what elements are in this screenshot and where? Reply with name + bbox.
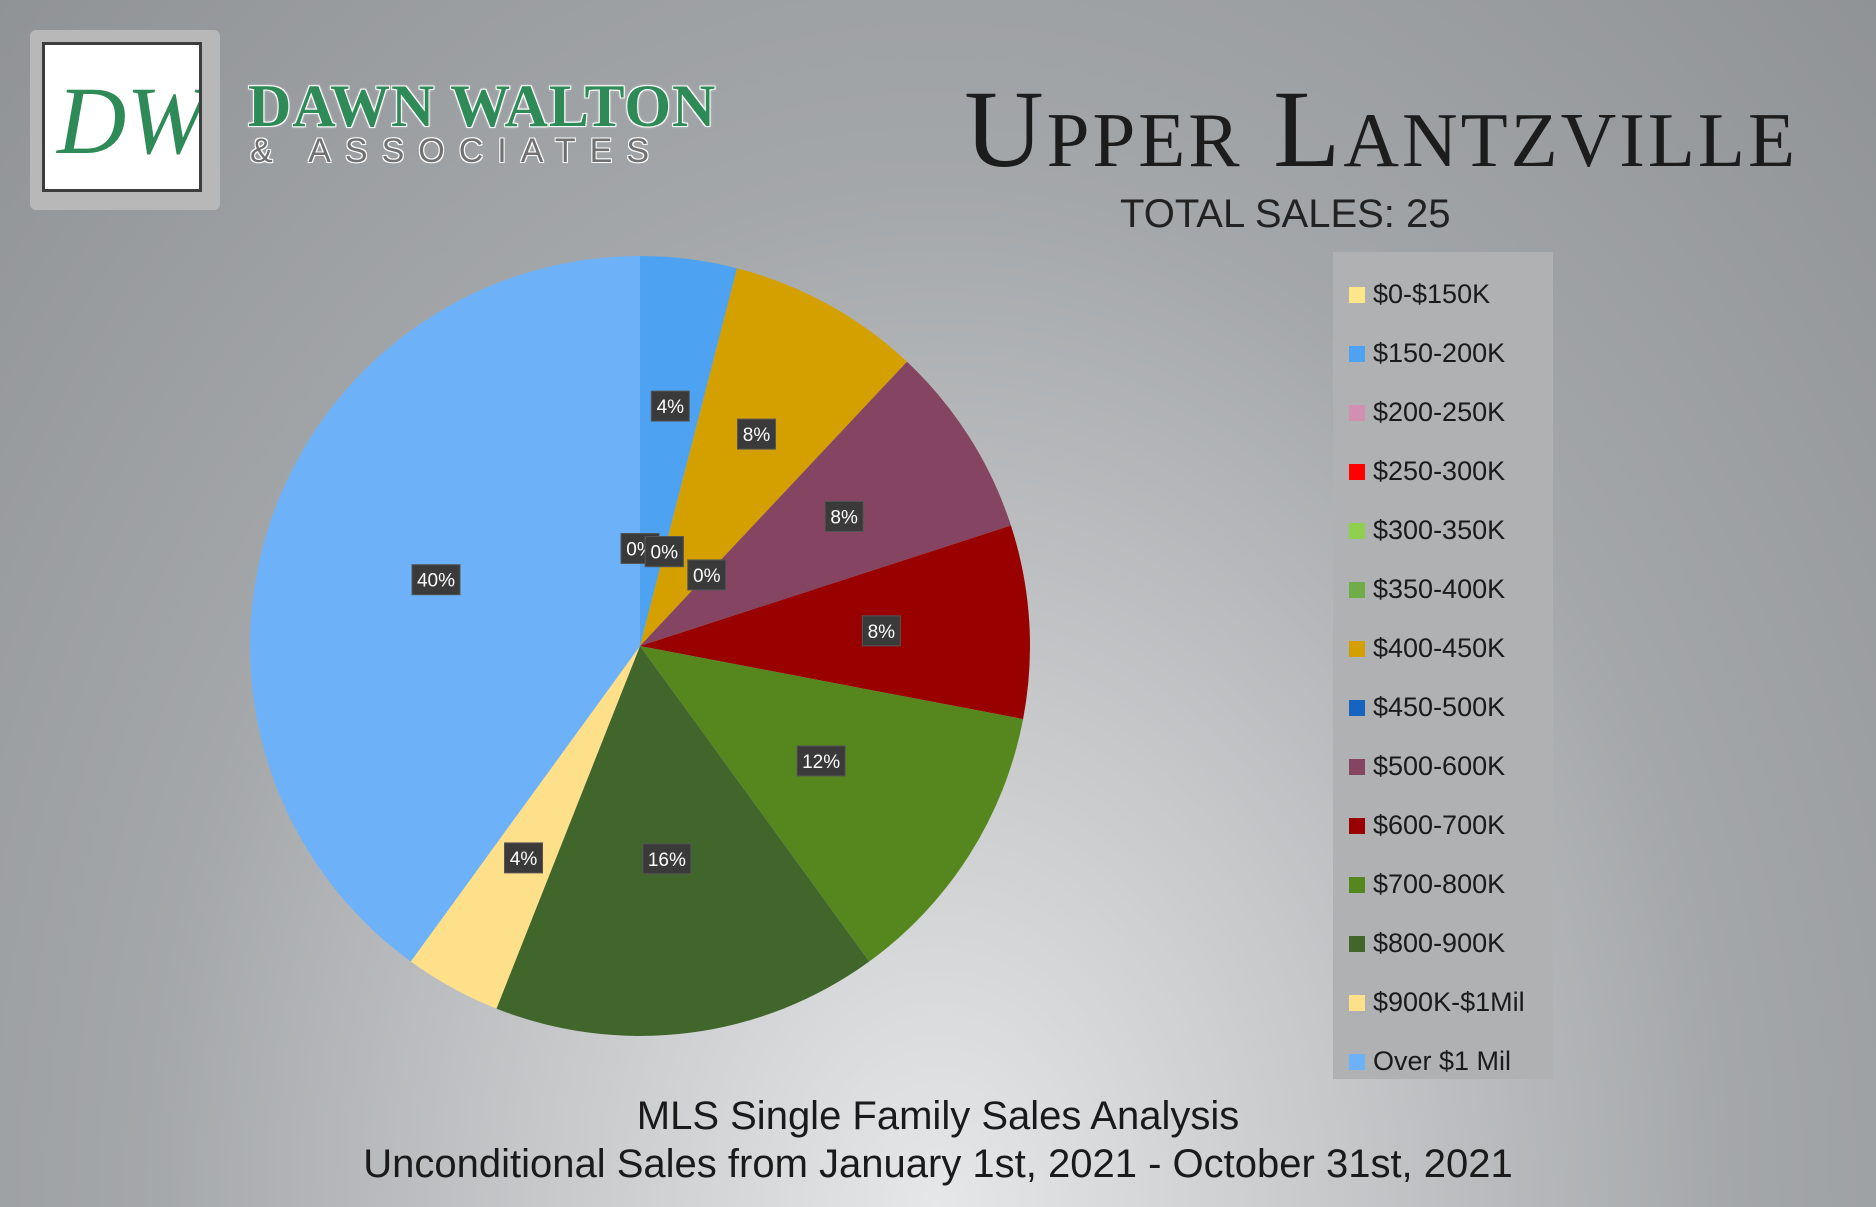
data-label-400-450k: 8% [737,419,775,449]
legend-item-over-1-mil: Over $1 Mil [1333,1032,1553,1091]
data-label-700-800k: 12% [797,746,845,776]
legend-swatch [1349,995,1365,1011]
data-label-text: 8% [830,507,858,528]
legend-label: $0-$150K [1373,279,1490,310]
data-label-450-500k: 0% [688,560,726,590]
legend-item-500-600k: $500-600K [1333,737,1553,796]
data-label-600-700k: 8% [862,616,900,646]
legend-swatch [1349,759,1365,775]
legend-item-450-500k: $450-500K [1333,678,1553,737]
legend-label: $500-600K [1373,751,1505,782]
legend-item-0-150k: $0-$150K [1333,265,1553,324]
data-label-text: 0% [693,566,721,587]
legend-label: $200-250K [1373,397,1505,428]
legend-label: $150-200K [1373,338,1505,369]
legend-label: $450-500K [1373,692,1505,723]
footer-subtitle: Unconditional Sales from January 1st, 20… [0,1142,1876,1187]
data-label-text: 16% [648,850,686,871]
legend-label: $350-400K [1373,574,1505,605]
legend-swatch [1349,582,1365,598]
chart-legend: $0-$150K $150-200K $200-250K $250-300K $300-… [1333,252,1553,1079]
data-label-350-400k: 0% [645,537,683,567]
legend-item-300-350k: $300-350K [1333,501,1553,560]
legend-item-400-450k: $400-450K [1333,619,1553,678]
data-label-150-200k: 4% [651,391,689,421]
legend-swatch [1349,405,1365,421]
data-label-text: 8% [743,425,771,446]
data-label-text: 4% [657,397,685,418]
legend-swatch [1349,464,1365,480]
legend-item-700-800k: $700-800K [1333,855,1553,914]
legend-label: $700-800K [1373,869,1505,900]
legend-swatch [1349,818,1365,834]
legend-label: $300-350K [1373,515,1505,546]
legend-label: $400-450K [1373,633,1505,664]
data-label-text: 4% [510,849,538,870]
data-label-text: 0% [651,543,679,564]
legend-swatch [1349,877,1365,893]
legend-swatch [1349,700,1365,716]
data-label-500-600k: 8% [825,501,863,531]
legend-label: $900K-$1Mil [1373,987,1525,1018]
legend-swatch [1349,287,1365,303]
legend-item-350-400k: $350-400K [1333,560,1553,619]
legend-label: $250-300K [1373,456,1505,487]
pie-slices [250,256,1030,1036]
data-label-800-900k: 16% [643,844,691,874]
legend-item-150-200k: $150-200K [1333,324,1553,383]
legend-item-250-300k: $250-300K [1333,442,1553,501]
footer-title: MLS Single Family Sales Analysis [0,1094,1876,1139]
legend-item-600-700k: $600-700K [1333,796,1553,855]
legend-label: $600-700K [1373,810,1505,841]
legend-item-900k-1mil: $900K-$1Mil [1333,973,1553,1032]
legend-label: $800-900K [1373,928,1505,959]
legend-item-200-250k: $200-250K [1333,383,1553,442]
legend-swatch [1349,523,1365,539]
data-label-text: 8% [868,622,896,643]
legend-swatch [1349,936,1365,952]
data-label-text: 40% [417,571,455,592]
legend-swatch [1349,641,1365,657]
legend-swatch [1349,1054,1365,1070]
data-label-over-1-mil: 40% [412,565,460,595]
legend-swatch [1349,346,1365,362]
data-label-text: 12% [802,752,840,773]
legend-item-800-900k: $800-900K [1333,914,1553,973]
data-label-900k-1mil: 4% [505,843,543,873]
legend-label: Over $1 Mil [1373,1046,1511,1077]
